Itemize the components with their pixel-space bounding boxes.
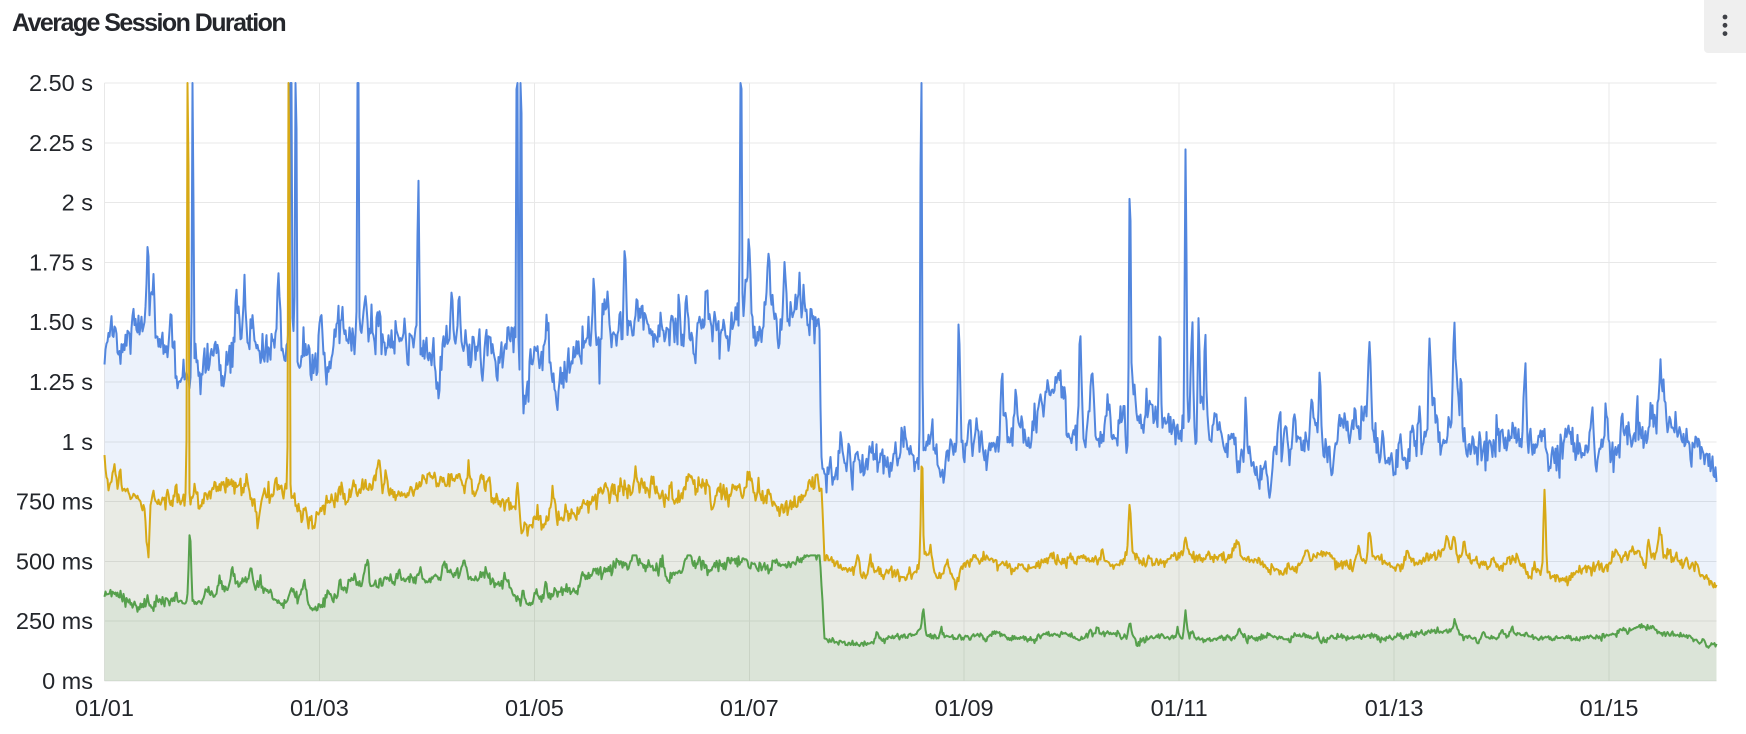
- svg-text:0 ms: 0 ms: [42, 668, 93, 694]
- svg-text:1.50 s: 1.50 s: [29, 309, 93, 335]
- svg-text:01/09: 01/09: [935, 695, 994, 721]
- svg-text:750 ms: 750 ms: [16, 489, 93, 515]
- svg-text:01/11: 01/11: [1151, 695, 1208, 721]
- svg-text:250 ms: 250 ms: [16, 608, 93, 634]
- svg-text:1.75 s: 1.75 s: [29, 249, 93, 275]
- svg-text:01/15: 01/15: [1580, 695, 1639, 721]
- svg-text:1 s: 1 s: [62, 429, 93, 455]
- svg-text:2.50 s: 2.50 s: [29, 70, 93, 96]
- svg-text:2.25 s: 2.25 s: [29, 130, 93, 156]
- svg-text:2 s: 2 s: [62, 190, 93, 216]
- svg-text:01/13: 01/13: [1365, 695, 1424, 721]
- svg-text:1.25 s: 1.25 s: [29, 369, 93, 395]
- svg-text:500 ms: 500 ms: [16, 548, 93, 574]
- svg-text:01/05: 01/05: [505, 695, 564, 721]
- svg-text:01/01: 01/01: [75, 695, 134, 721]
- svg-text:01/07: 01/07: [720, 695, 779, 721]
- svg-text:01/03: 01/03: [290, 695, 349, 721]
